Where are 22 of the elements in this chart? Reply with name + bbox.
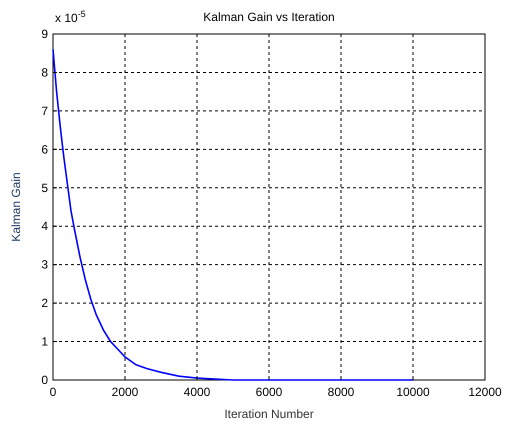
text: x 10$^{-5}$ <box>55 9 86 25</box>
x-tick-label: 2000 <box>112 385 139 399</box>
x-axis-title: Iteration Number <box>224 407 314 421</box>
y-tick-label: 8 <box>41 65 48 80</box>
x-tick-label: 6000 <box>256 385 283 399</box>
y-tick-label: 5 <box>41 180 48 195</box>
x-tick-label: 0 <box>50 385 57 399</box>
y-tick-label: 0 <box>41 373 48 387</box>
y-tick-label: 6 <box>41 142 48 156</box>
y-tick-label: 9 <box>41 27 48 41</box>
y-tick-label: 7 <box>41 104 48 118</box>
y-tick-label: 4 <box>41 219 48 234</box>
chart-title: Kalman Gain vs Iteration <box>203 10 335 24</box>
y-tick-label: 2 <box>41 296 48 310</box>
x-tick-label: 4000 <box>184 385 211 399</box>
x-tick-label: 8000 <box>328 385 355 399</box>
y-tick-label: 3 <box>41 258 48 272</box>
y-tick-label: 1 <box>41 334 48 349</box>
y-axis-title: Kalman Gain <box>9 172 23 242</box>
line-series <box>52 48 414 381</box>
x-tick-label: 10000 <box>396 385 430 399</box>
x-tick-label: 12000 <box>468 385 502 399</box>
